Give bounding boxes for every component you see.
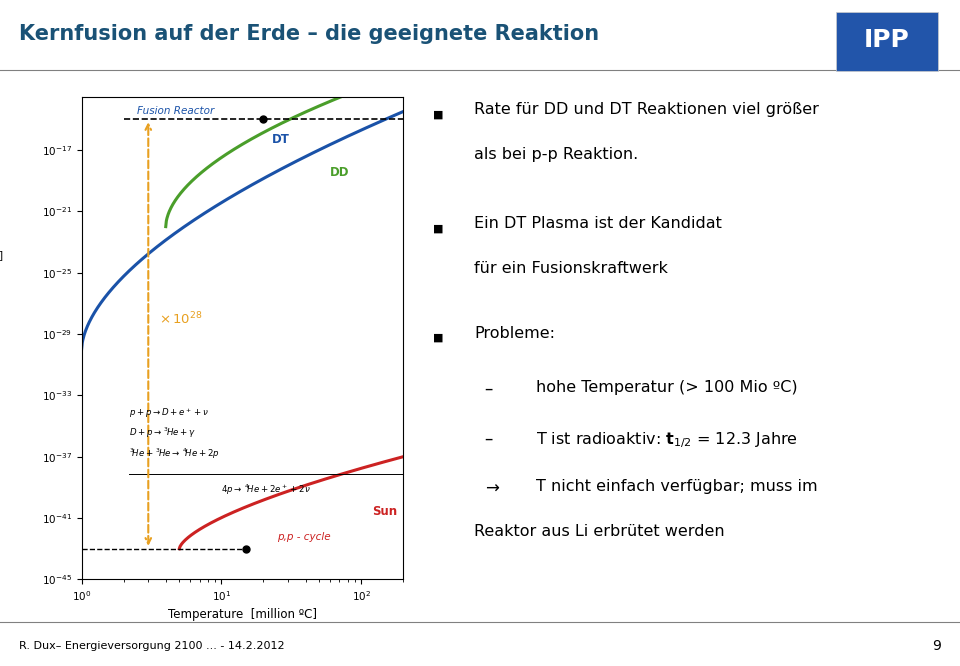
Text: T ist radioaktiv: $\mathbf{t}_{1/2}$ = 12.3 Jahre: T ist radioaktiv: $\mathbf{t}_{1/2}$ = 1…	[537, 430, 799, 450]
Text: $4p \rightarrow \,^4\!He + 2e^+ + 2\nu$: $4p \rightarrow \,^4\!He + 2e^+ + 2\nu$	[222, 483, 311, 497]
Text: für ein Fusionskraftwerk: für ein Fusionskraftwerk	[474, 261, 668, 276]
Text: Rate für DD und DT Reaktionen viel größer: Rate für DD und DT Reaktionen viel größe…	[474, 103, 819, 117]
X-axis label: Temperature  [million ºC]: Temperature [million ºC]	[168, 609, 317, 621]
Text: $\times\,10^{28}$: $\times\,10^{28}$	[159, 310, 203, 327]
Text: T nicht einfach verfügbar; muss im: T nicht einfach verfügbar; muss im	[537, 480, 818, 494]
Text: $p + p \rightarrow D + e^+ + \nu$
$D + p \rightarrow \,^3\!He + \gamma$
$^3\!He : $p + p \rightarrow D + e^+ + \nu$ $D + p…	[130, 406, 220, 461]
Text: ■: ■	[433, 110, 444, 120]
Text: –: –	[485, 430, 493, 448]
Text: IPP: IPP	[864, 28, 910, 52]
FancyBboxPatch shape	[836, 12, 938, 71]
Text: →: →	[485, 480, 498, 498]
Text: ■: ■	[433, 224, 444, 234]
Text: 9: 9	[932, 639, 941, 653]
Text: Ein DT Plasma ist der Kandidat: Ein DT Plasma ist der Kandidat	[474, 216, 722, 231]
Text: Kernfusion auf der Erde – die geeignete Reaktion: Kernfusion auf der Erde – die geeignete …	[19, 23, 599, 43]
Text: –: –	[485, 380, 493, 398]
Text: $[\mathrm{cm}^3\,\mathrm{s}^{-1}]$: $[\mathrm{cm}^3\,\mathrm{s}^{-1}]$	[0, 248, 3, 264]
Text: DT: DT	[272, 133, 290, 146]
Text: Reaktor aus Li erbrütet werden: Reaktor aus Li erbrütet werden	[474, 524, 725, 539]
Text: p,p - cycle: p,p - cycle	[277, 531, 330, 541]
Text: Sun: Sun	[372, 505, 397, 518]
Text: DD: DD	[330, 166, 349, 179]
Text: ■: ■	[433, 333, 444, 343]
Text: Fusion Reactor: Fusion Reactor	[137, 106, 214, 116]
Text: Probleme:: Probleme:	[474, 326, 555, 340]
Text: R. Dux– Energieversorgung 2100 ... - 14.2.2012: R. Dux– Energieversorgung 2100 ... - 14.…	[19, 641, 285, 651]
Text: als bei p-p Reaktion.: als bei p-p Reaktion.	[474, 147, 638, 162]
Text: hohe Temperatur (> 100 Mio ºC): hohe Temperatur (> 100 Mio ºC)	[537, 380, 798, 395]
